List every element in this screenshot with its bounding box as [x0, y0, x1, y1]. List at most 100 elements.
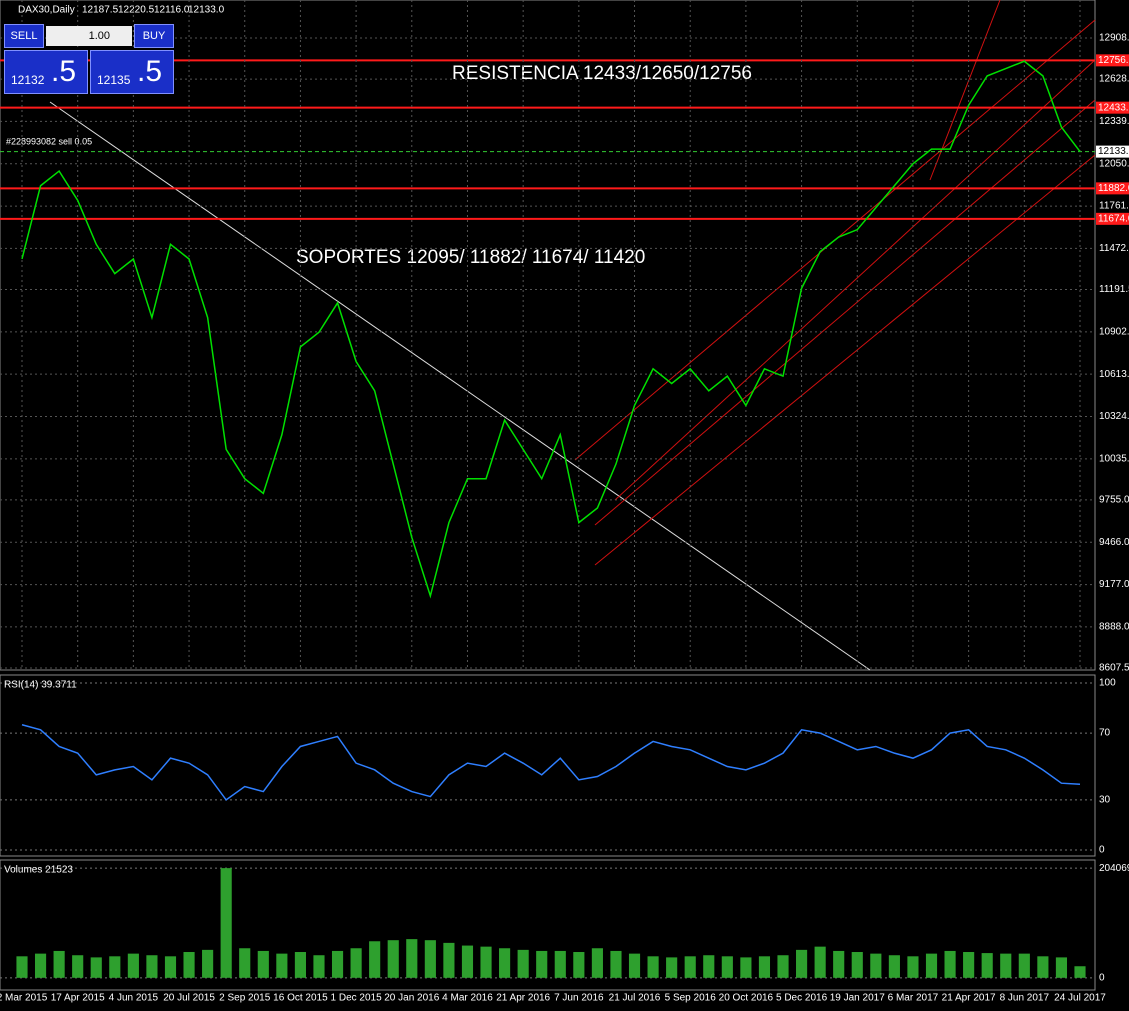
y-tick-label: 12908.5	[1099, 33, 1129, 44]
y-tick-label: 10613.5	[1099, 369, 1129, 380]
rsi-panel	[0, 674, 1096, 857]
volume-bar	[499, 948, 511, 978]
x-tick-label: 7 Jun 2016	[554, 993, 604, 1004]
volume-bar	[833, 950, 845, 978]
x-tick-label: 20 Jul 2015	[163, 993, 215, 1004]
volume-bar	[1000, 953, 1012, 978]
channel-line	[929, 0, 1001, 181]
y-tick-label: 9177.0	[1099, 579, 1129, 590]
level-tag	[1096, 101, 1129, 114]
volume-bar	[666, 957, 678, 978]
y-tick-label: 11761.0	[1099, 201, 1129, 212]
volume-bar	[925, 953, 938, 978]
series-line	[21, 724, 1081, 801]
volume-bar	[461, 945, 474, 978]
level-tag	[1096, 212, 1129, 225]
volume-bar	[554, 950, 566, 978]
y-tick-label: 12628.0	[1099, 74, 1129, 85]
volume-bar	[721, 956, 733, 978]
lot-input[interactable]: 1.00	[46, 26, 132, 46]
y-tick-label: 10035.5	[1099, 453, 1129, 464]
y-tick-label: 9466.0	[1099, 537, 1129, 548]
volume-bar	[573, 952, 585, 978]
y-tick-label: 204069	[1099, 863, 1129, 874]
x-tick-label: 16 Oct 2015	[273, 993, 328, 1004]
volume-bar	[870, 953, 882, 978]
order-label: #228993082 sell 0.05	[6, 136, 92, 146]
level-tag	[1096, 54, 1129, 67]
channel	[574, 0, 1096, 566]
sell-button[interactable]: SELL	[4, 24, 44, 48]
x-tick-label: 1 Dec 2015	[331, 993, 383, 1004]
y-tick-label: 11191.5	[1099, 284, 1129, 295]
volume-bar	[963, 952, 975, 978]
volume-bar	[202, 949, 214, 978]
y-tick-label: 11472.0	[1099, 243, 1129, 254]
buy-button[interactable]: BUY	[134, 24, 174, 48]
volume-bar	[369, 941, 381, 978]
annotation: SOPORTES 12095/ 11882/ 11674/ 11420	[296, 247, 645, 268]
current-tag	[1096, 145, 1129, 158]
volume-bar	[146, 955, 158, 978]
volume-bar	[1018, 953, 1030, 978]
x-tick-label: 20 Oct 2016	[719, 993, 774, 1004]
trend-line	[49, 101, 871, 671]
volume-bar	[517, 949, 529, 978]
volume-bar	[777, 955, 789, 978]
y-tick-label: 0	[1099, 972, 1105, 983]
volume-bar	[591, 948, 603, 978]
x-tick-label: 2 Sep 2015	[219, 993, 271, 1004]
volume-bar	[313, 955, 325, 978]
buy-main: 12135	[97, 73, 131, 87]
volume-bar	[1037, 956, 1049, 978]
volume-bar	[814, 946, 826, 978]
volume-bar	[610, 950, 622, 978]
y-tick-label: 9755.0	[1099, 495, 1129, 506]
volume-bar	[647, 956, 659, 978]
volume-bar	[424, 940, 436, 978]
panel-title: Volumes 21523	[4, 865, 73, 876]
level-label: 11674.0	[1098, 213, 1129, 224]
current-label: 12133.0	[1098, 146, 1129, 157]
volume-bar	[220, 868, 232, 978]
y-tick-label: 10902.5	[1099, 326, 1129, 337]
volume-bar	[443, 942, 455, 978]
x-tick-label: 17 Apr 2015	[51, 993, 105, 1004]
ohlc-high: 12220.5	[118, 5, 155, 16]
volume-panel	[0, 859, 1096, 991]
channel-line	[594, 99, 1096, 526]
volume-bar	[703, 955, 715, 978]
y-tick-label: 12050.0	[1099, 158, 1129, 169]
volume-bar	[740, 957, 752, 978]
sell-main: 12132	[11, 73, 45, 87]
annotation: RESISTENCIA 12433/12650/12756	[452, 63, 752, 84]
volume-bar	[183, 952, 195, 978]
volume-bar	[34, 953, 47, 978]
volume-bar	[90, 957, 102, 978]
volume-bar	[851, 952, 863, 978]
panel-title: RSI(14) 39.3711	[4, 680, 77, 691]
volume-bar	[164, 956, 177, 978]
y-tick-label: 100	[1099, 678, 1116, 689]
x-tick-label: 21 Apr 2016	[496, 993, 550, 1004]
volume-bar	[331, 950, 344, 978]
price-panel	[0, 0, 1096, 671]
volume-bar	[628, 953, 641, 978]
volume-bar	[406, 939, 418, 978]
x-tick-label: 8 Jun 2017	[1000, 993, 1050, 1004]
ohlc-low: 12116.0	[154, 5, 190, 16]
series-line	[21, 60, 1081, 599]
volume-bar	[981, 953, 993, 978]
volume-bar	[350, 948, 362, 978]
ohlc-close: 12133.0	[188, 5, 225, 16]
volume-bar	[387, 940, 399, 978]
sell-price[interactable]: 12132 .5	[4, 50, 88, 94]
buy-price[interactable]: 12135 .5	[90, 50, 174, 94]
volume-bar	[53, 950, 65, 978]
volume-bar	[239, 948, 251, 978]
x-tick-label: 5 Dec 2016	[776, 993, 828, 1004]
x-tick-label: 21 Apr 2017	[942, 993, 996, 1004]
channel-line	[614, 59, 1096, 501]
